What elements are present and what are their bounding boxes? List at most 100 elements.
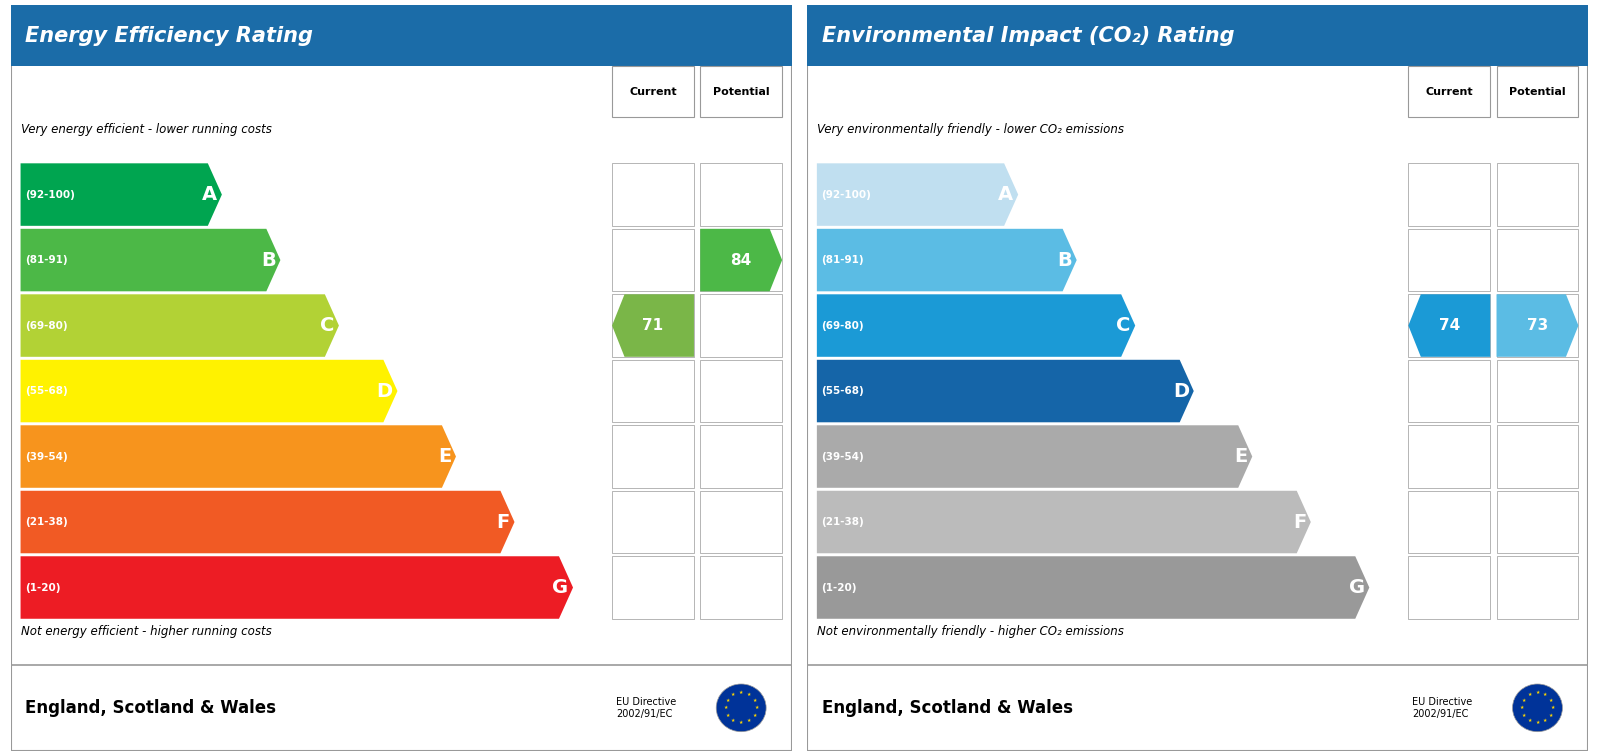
Text: ★: ★ — [1535, 720, 1540, 725]
Text: (55-68): (55-68) — [26, 386, 69, 396]
Bar — [612, 67, 694, 117]
Text: D: D — [377, 382, 393, 401]
Bar — [807, 5, 1588, 67]
Text: Current: Current — [628, 87, 676, 97]
Bar — [1409, 67, 1490, 117]
Text: ★: ★ — [1522, 713, 1525, 717]
Text: Potential: Potential — [713, 87, 769, 97]
Bar — [1497, 426, 1578, 488]
Text: (55-68): (55-68) — [822, 386, 865, 396]
Bar — [612, 491, 694, 553]
Bar — [1497, 67, 1578, 117]
Circle shape — [716, 684, 766, 732]
Polygon shape — [700, 229, 782, 291]
Text: 84: 84 — [731, 253, 752, 268]
Polygon shape — [817, 294, 1135, 357]
Bar — [1497, 229, 1578, 291]
Text: ★: ★ — [1549, 698, 1553, 703]
Text: B: B — [1057, 250, 1071, 270]
Bar — [1409, 294, 1490, 357]
Text: (81-91): (81-91) — [26, 255, 67, 265]
Polygon shape — [21, 229, 280, 291]
Text: ★: ★ — [731, 692, 736, 698]
Bar — [1497, 163, 1578, 226]
Text: ★: ★ — [753, 698, 756, 703]
Polygon shape — [817, 491, 1311, 553]
Text: (39-54): (39-54) — [822, 451, 865, 461]
Text: ★: ★ — [1543, 692, 1548, 698]
Bar — [1497, 556, 1578, 618]
Text: ★: ★ — [723, 705, 728, 711]
Polygon shape — [817, 556, 1369, 618]
Text: England, Scotland & Wales: England, Scotland & Wales — [822, 699, 1073, 717]
Bar — [700, 67, 782, 117]
Text: (1-20): (1-20) — [26, 583, 61, 593]
Text: ★: ★ — [726, 713, 729, 717]
Polygon shape — [21, 556, 572, 618]
Text: C: C — [1116, 316, 1130, 335]
Bar — [612, 556, 694, 618]
Text: ★: ★ — [1543, 718, 1548, 723]
Text: G: G — [1348, 578, 1364, 597]
Text: ★: ★ — [731, 718, 736, 723]
Text: B: B — [261, 250, 275, 270]
Bar — [612, 360, 694, 423]
Text: C: C — [320, 316, 334, 335]
Polygon shape — [1497, 294, 1578, 357]
Text: ★: ★ — [739, 690, 744, 696]
Bar — [612, 294, 694, 357]
Text: ★: ★ — [747, 692, 752, 698]
Polygon shape — [21, 360, 398, 423]
Text: 73: 73 — [1527, 318, 1548, 333]
Bar — [700, 294, 782, 357]
Circle shape — [1513, 684, 1562, 732]
Text: E: E — [1234, 447, 1247, 466]
Polygon shape — [21, 163, 222, 226]
Text: (81-91): (81-91) — [822, 255, 863, 265]
Bar — [1497, 294, 1578, 357]
Text: Not environmentally friendly - higher CO₂ emissions: Not environmentally friendly - higher CO… — [817, 625, 1124, 639]
Bar — [700, 556, 782, 618]
Text: Not energy efficient - higher running costs: Not energy efficient - higher running co… — [21, 625, 272, 639]
Text: ★: ★ — [1519, 705, 1524, 711]
Polygon shape — [21, 491, 515, 553]
Text: Energy Efficiency Rating: Energy Efficiency Rating — [26, 26, 313, 46]
Text: Very energy efficient - lower running costs: Very energy efficient - lower running co… — [21, 123, 272, 136]
Polygon shape — [817, 426, 1252, 488]
Polygon shape — [817, 163, 1019, 226]
Bar — [1497, 360, 1578, 423]
Text: (1-20): (1-20) — [822, 583, 857, 593]
Text: (21-38): (21-38) — [26, 517, 69, 527]
Text: A: A — [201, 185, 217, 204]
Bar — [1409, 360, 1490, 423]
Text: 71: 71 — [643, 318, 664, 333]
Polygon shape — [1409, 294, 1490, 357]
Text: E: E — [438, 447, 451, 466]
Text: Potential: Potential — [1509, 87, 1565, 97]
Text: ★: ★ — [1527, 692, 1532, 698]
Bar — [1497, 491, 1578, 553]
Text: ★: ★ — [1549, 713, 1553, 717]
Bar — [1409, 163, 1490, 226]
Text: G: G — [552, 578, 568, 597]
Text: EU Directive
2002/91/EC: EU Directive 2002/91/EC — [1412, 697, 1473, 719]
Text: ★: ★ — [753, 713, 756, 717]
Text: ★: ★ — [747, 718, 752, 723]
Text: (92-100): (92-100) — [26, 190, 75, 200]
Bar — [11, 5, 792, 67]
Text: D: D — [1174, 382, 1190, 401]
Text: (92-100): (92-100) — [822, 190, 871, 200]
Bar — [612, 163, 694, 226]
Bar — [1409, 229, 1490, 291]
Bar — [700, 163, 782, 226]
Text: (69-80): (69-80) — [26, 321, 67, 330]
Text: F: F — [1294, 513, 1306, 531]
Polygon shape — [612, 294, 694, 357]
Bar — [700, 426, 782, 488]
Text: Current: Current — [1425, 87, 1473, 97]
Bar — [700, 229, 782, 291]
Bar — [612, 229, 694, 291]
Polygon shape — [21, 294, 339, 357]
Text: 74: 74 — [1439, 318, 1460, 333]
Text: ★: ★ — [1527, 718, 1532, 723]
